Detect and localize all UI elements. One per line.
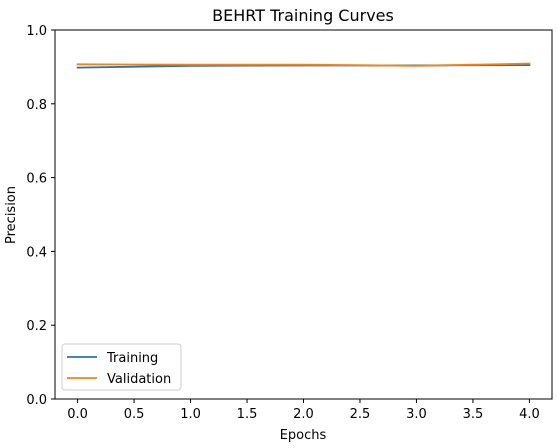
y-axis: 0.0 0.2 0.4 0.6 0.8 1.0 (26, 24, 55, 408)
x-tick-label: 2.5 (350, 407, 371, 422)
y-tick-label: 0.8 (26, 98, 47, 113)
legend-label-validation: Validation (107, 372, 171, 387)
y-tick-label: 0.2 (26, 319, 47, 334)
x-tick-label: 1.5 (237, 407, 258, 422)
x-tick-label: 2.0 (293, 407, 314, 422)
y-tick-label: 0.4 (26, 245, 47, 260)
chart-title: BEHRT Training Curves (212, 6, 394, 25)
y-tick-label: 1.0 (26, 24, 47, 39)
x-tick-label: 1.0 (180, 407, 201, 422)
series-line-validation (76, 62, 531, 67)
x-tick-label: 4.0 (519, 407, 540, 422)
y-tick-label: 0.0 (26, 393, 47, 408)
legend: Training Validation (61, 343, 182, 391)
series-layer (76, 62, 531, 69)
legend-label-training: Training (106, 351, 158, 366)
y-axis-label: Precision (4, 186, 19, 244)
x-tick-label: 0.0 (67, 407, 88, 422)
x-tick-label: 3.0 (406, 407, 427, 422)
x-axis: 0.0 0.5 1.0 1.5 2.0 2.5 3.0 3.5 4.0 (67, 399, 540, 422)
x-tick-label: 3.5 (463, 407, 484, 422)
x-tick-label: 0.5 (124, 407, 145, 422)
x-axis-label: Epochs (280, 428, 327, 443)
y-tick-label: 0.6 (26, 172, 47, 187)
